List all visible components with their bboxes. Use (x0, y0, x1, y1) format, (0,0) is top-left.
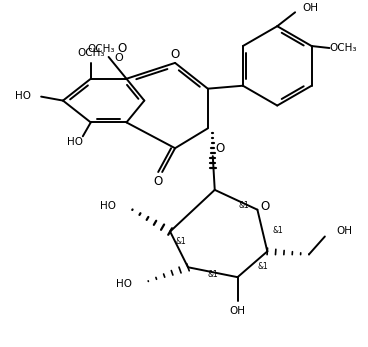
Text: O: O (215, 142, 224, 155)
Text: O: O (153, 176, 163, 188)
Text: O: O (114, 53, 123, 63)
Text: O: O (170, 49, 180, 61)
Text: OCH₃: OCH₃ (330, 43, 357, 53)
Text: OCH₃: OCH₃ (87, 44, 114, 54)
Text: HO: HO (100, 201, 116, 211)
Text: OH: OH (302, 3, 318, 13)
Text: &1: &1 (238, 201, 249, 210)
Text: HO: HO (15, 91, 31, 101)
Text: HO: HO (116, 279, 132, 289)
Text: &1: &1 (257, 262, 268, 271)
Text: O: O (261, 200, 270, 213)
Text: HO: HO (67, 137, 83, 147)
Text: O: O (118, 42, 127, 54)
Text: OCH₃: OCH₃ (77, 48, 105, 58)
Text: &1: &1 (208, 270, 218, 279)
Text: &1: &1 (272, 226, 283, 235)
Text: OH: OH (230, 306, 245, 316)
Text: OH: OH (337, 226, 353, 236)
Text: &1: &1 (175, 237, 186, 246)
